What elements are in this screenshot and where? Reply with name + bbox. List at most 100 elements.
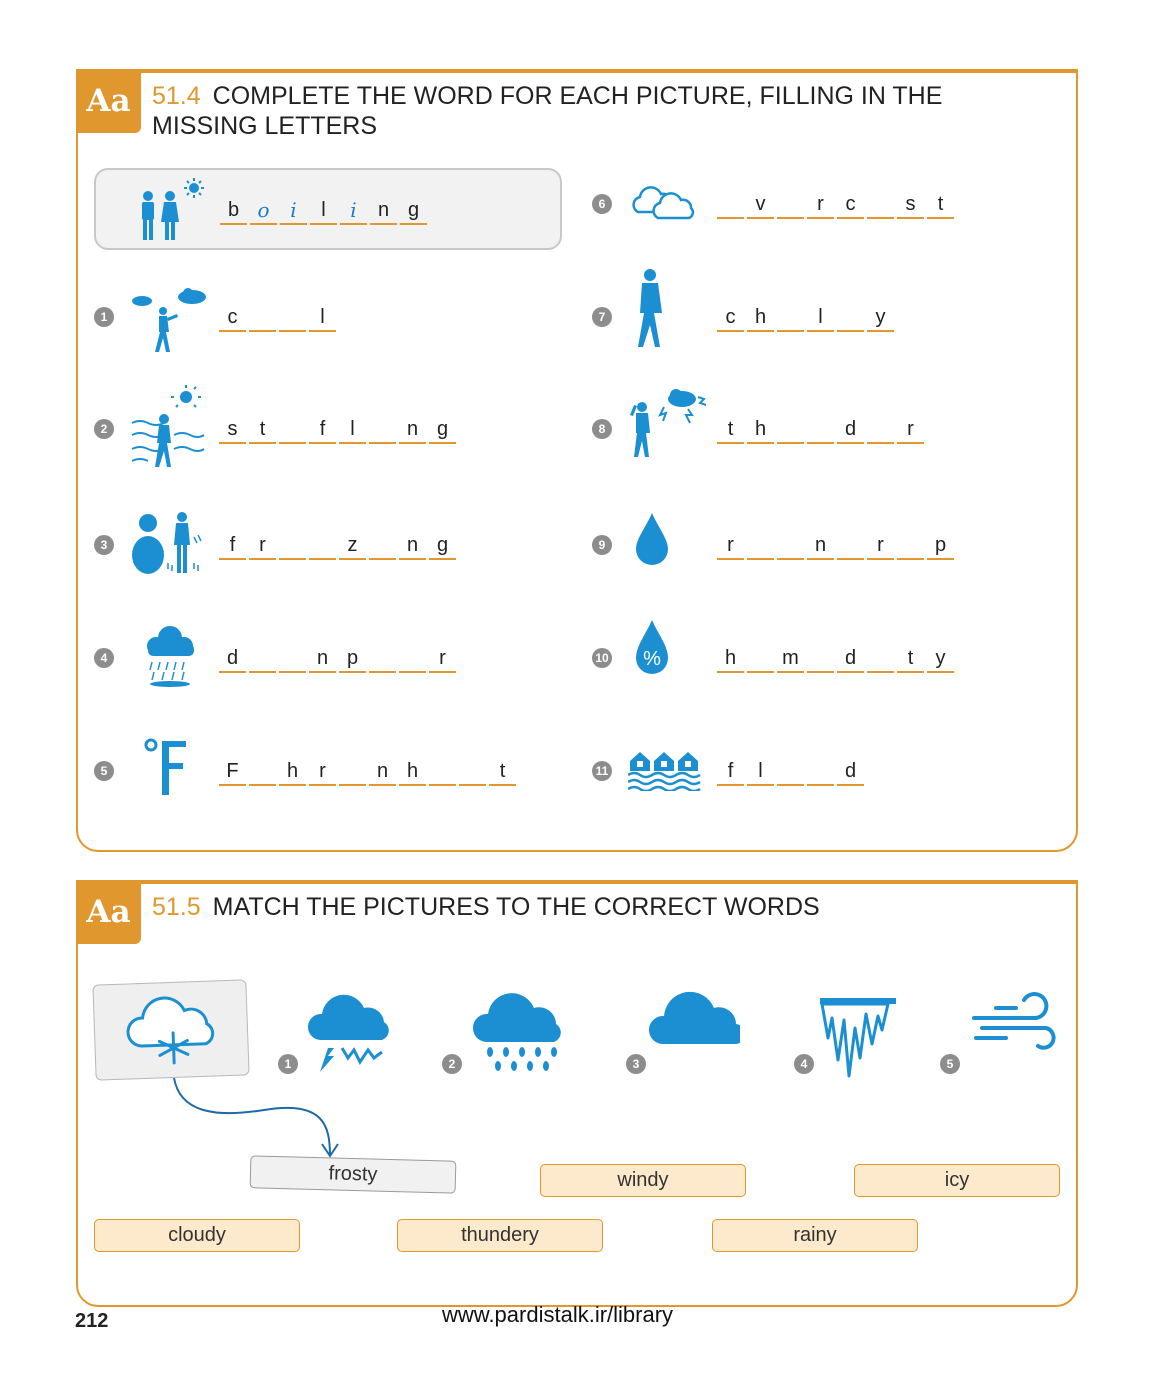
letter-slot: h: [279, 759, 306, 786]
question-number: 3: [94, 535, 114, 555]
answer-slots: h m d t y: [717, 646, 954, 673]
letter-slot[interactable]: [279, 305, 306, 332]
letter-slot: t: [927, 192, 954, 219]
letter-slot[interactable]: [777, 533, 804, 560]
letter-slot[interactable]: [867, 417, 894, 444]
letter-slot[interactable]: [279, 417, 306, 444]
picture-number: 3: [626, 1054, 646, 1074]
letter-slot[interactable]: [777, 305, 804, 332]
letter-slot[interactable]: [339, 759, 366, 786]
exercise-number: 51.4: [152, 82, 201, 110]
word-icy[interactable]: icy: [854, 1164, 1060, 1197]
letter-slot: n: [369, 759, 396, 786]
letter-slot[interactable]: [747, 533, 774, 560]
letter-slot: f: [219, 533, 246, 560]
word-windy[interactable]: windy: [540, 1164, 746, 1197]
example-answer: b o i l i n g: [220, 198, 427, 225]
question-number: 6: [592, 194, 612, 214]
question-number: 10: [592, 648, 612, 668]
letter-slot[interactable]: [249, 305, 276, 332]
letter-slot: d: [219, 646, 246, 673]
cloud-icon: [648, 991, 740, 1045]
letter-slot: h: [399, 759, 426, 786]
letter-slot[interactable]: [369, 646, 396, 673]
letter-slot: l: [309, 305, 336, 332]
example-card: [92, 979, 250, 1081]
letter-slot[interactable]: [249, 646, 276, 673]
word-frosty[interactable]: frosty: [249, 1155, 457, 1194]
word-thundery[interactable]: thundery: [397, 1219, 603, 1252]
letter-slot[interactable]: [867, 192, 894, 219]
letter-slot[interactable]: [279, 533, 306, 560]
letter-slot[interactable]: [807, 646, 834, 673]
title-line-1: COMPLETE THE WORD FOR EACH PICTURE, FILL…: [212, 82, 943, 110]
letter-slot: h: [747, 305, 774, 332]
answer-slots: F h r n h t: [219, 759, 516, 786]
answer-slots: s t f l n g: [219, 417, 456, 444]
letter-slot[interactable]: [399, 646, 426, 673]
word-rainy[interactable]: rainy: [712, 1219, 918, 1252]
question-number: 11: [592, 761, 612, 781]
answer-slots: f r z n g: [219, 533, 456, 560]
letter-slot: v: [747, 192, 774, 219]
letter-slot: d: [837, 417, 864, 444]
letter-slot: r: [867, 533, 894, 560]
letter-slot: n: [309, 646, 336, 673]
rain-cloud-icon: [472, 993, 561, 1071]
letter-slot[interactable]: [369, 533, 396, 560]
letter-slot[interactable]: [369, 417, 396, 444]
person-winter-coat-icon: [638, 269, 662, 347]
letter-slot: s: [897, 192, 924, 219]
vocabulary-badge: Aa: [76, 71, 141, 133]
icicles-icon: [820, 998, 896, 1078]
letter-slot: n: [807, 533, 834, 560]
letter-slot[interactable]: [279, 646, 306, 673]
overcast-clouds-icon: [632, 186, 695, 220]
letter-slot[interactable]: [777, 417, 804, 444]
letter-slot: r: [309, 759, 336, 786]
letter-slot[interactable]: [897, 533, 924, 560]
answer-slots: f l d: [717, 759, 864, 786]
letter-slot[interactable]: [837, 305, 864, 332]
letter-slot: l: [339, 417, 366, 444]
letter-slot[interactable]: [777, 192, 804, 219]
letter-slot: c: [219, 305, 246, 332]
letter-slot[interactable]: [807, 759, 834, 786]
letter-slot[interactable]: [459, 759, 486, 786]
letter-slot: s: [219, 417, 246, 444]
letter-slot: i: [280, 198, 307, 225]
letter-slot[interactable]: [309, 533, 336, 560]
letter-slot: g: [429, 417, 456, 444]
letter-slot[interactable]: [429, 759, 456, 786]
raindrop-icon: [636, 513, 668, 565]
picture-number: 4: [794, 1054, 814, 1074]
question-10: 10 % h m d t y: [592, 620, 1042, 686]
letter-slot[interactable]: [249, 759, 276, 786]
question-6: 6 v r c s t: [592, 172, 1042, 232]
letter-slot: h: [717, 646, 744, 673]
letter-slot[interactable]: [867, 646, 894, 673]
word-cloudy[interactable]: cloudy: [94, 1219, 300, 1252]
exercise-title: 51.5 MATCH THE PICTURES TO THE CORRECT WO…: [152, 892, 820, 922]
picture-number: 2: [442, 1054, 462, 1074]
letter-slot: r: [807, 192, 834, 219]
page-number: 212: [75, 1310, 109, 1332]
question-number: 8: [592, 419, 612, 439]
letter-slot[interactable]: [717, 192, 744, 219]
exercise-title: 51.4 COMPLETE THE WORD FOR EACH PICTURE, …: [152, 81, 942, 141]
letter-slot[interactable]: [837, 533, 864, 560]
letter-slot[interactable]: [777, 759, 804, 786]
example-box: b o i l i n g: [94, 168, 562, 250]
letter-slot: h: [747, 417, 774, 444]
svg-text:%: %: [643, 648, 661, 670]
question-2: 2 s t f l n g: [94, 385, 544, 467]
person-thunder-icon: [630, 389, 707, 457]
letter-slot: t: [489, 759, 516, 786]
letter-slot[interactable]: [747, 646, 774, 673]
letter-slot[interactable]: [807, 417, 834, 444]
question-number: 4: [94, 648, 114, 668]
answer-slots: d n p r: [219, 646, 456, 673]
letter-slot: m: [777, 646, 804, 673]
humidity-drop-icon: %: [636, 620, 668, 674]
rain-cloud-puddle-icon: [147, 626, 194, 687]
